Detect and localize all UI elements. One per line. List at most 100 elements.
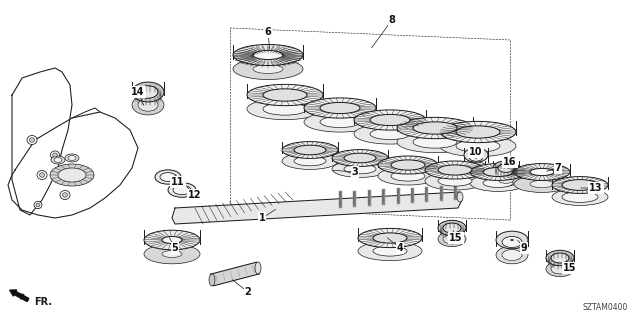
- Ellipse shape: [425, 172, 485, 190]
- Ellipse shape: [443, 223, 461, 233]
- Ellipse shape: [247, 98, 323, 120]
- Ellipse shape: [391, 160, 425, 170]
- Ellipse shape: [29, 138, 35, 142]
- Text: FR.: FR.: [34, 297, 52, 307]
- Ellipse shape: [65, 154, 79, 162]
- Ellipse shape: [514, 176, 570, 192]
- Ellipse shape: [474, 154, 477, 156]
- Ellipse shape: [370, 115, 410, 126]
- Ellipse shape: [378, 167, 438, 185]
- Ellipse shape: [320, 116, 360, 128]
- Ellipse shape: [546, 261, 574, 277]
- Polygon shape: [211, 262, 259, 286]
- Ellipse shape: [498, 175, 514, 183]
- Ellipse shape: [502, 250, 522, 260]
- Text: 10: 10: [469, 147, 483, 157]
- Ellipse shape: [36, 203, 40, 207]
- Ellipse shape: [413, 122, 457, 134]
- Ellipse shape: [440, 135, 516, 157]
- Ellipse shape: [483, 179, 513, 188]
- Ellipse shape: [354, 124, 426, 144]
- Ellipse shape: [68, 156, 76, 161]
- Ellipse shape: [34, 201, 42, 209]
- Ellipse shape: [344, 164, 376, 174]
- Text: 14: 14: [131, 87, 145, 97]
- Ellipse shape: [320, 102, 360, 114]
- Ellipse shape: [469, 153, 483, 161]
- Ellipse shape: [155, 170, 181, 184]
- Ellipse shape: [551, 264, 569, 274]
- Ellipse shape: [253, 51, 283, 60]
- Ellipse shape: [562, 192, 598, 203]
- Text: 5: 5: [172, 243, 179, 253]
- Ellipse shape: [358, 241, 422, 260]
- Ellipse shape: [378, 156, 438, 174]
- Ellipse shape: [358, 228, 422, 248]
- Text: 16: 16: [503, 157, 516, 167]
- Ellipse shape: [498, 164, 514, 172]
- Ellipse shape: [438, 165, 472, 175]
- Ellipse shape: [496, 246, 528, 264]
- Ellipse shape: [546, 250, 574, 266]
- Ellipse shape: [397, 132, 473, 153]
- Ellipse shape: [456, 126, 500, 138]
- Ellipse shape: [233, 59, 303, 79]
- Ellipse shape: [144, 244, 200, 264]
- Ellipse shape: [138, 86, 158, 98]
- Ellipse shape: [552, 177, 608, 193]
- Ellipse shape: [530, 168, 554, 176]
- Ellipse shape: [457, 192, 463, 202]
- Ellipse shape: [530, 180, 554, 188]
- Ellipse shape: [391, 171, 425, 181]
- Ellipse shape: [562, 180, 598, 190]
- Ellipse shape: [511, 239, 513, 241]
- Ellipse shape: [233, 44, 303, 66]
- Ellipse shape: [464, 162, 488, 176]
- Ellipse shape: [173, 185, 191, 195]
- Ellipse shape: [37, 171, 47, 180]
- Ellipse shape: [54, 157, 62, 163]
- Ellipse shape: [51, 151, 60, 159]
- Polygon shape: [172, 192, 462, 224]
- Text: 15: 15: [563, 263, 577, 273]
- Ellipse shape: [456, 140, 500, 152]
- Ellipse shape: [247, 84, 323, 106]
- Ellipse shape: [282, 141, 338, 158]
- Ellipse shape: [132, 82, 164, 102]
- Text: 12: 12: [188, 190, 202, 200]
- Text: 13: 13: [589, 183, 603, 193]
- Ellipse shape: [263, 89, 307, 101]
- Ellipse shape: [282, 153, 338, 169]
- Text: 9: 9: [520, 243, 527, 253]
- Ellipse shape: [438, 231, 466, 247]
- Text: 11: 11: [172, 177, 185, 187]
- Ellipse shape: [496, 231, 528, 249]
- Ellipse shape: [27, 135, 37, 145]
- Ellipse shape: [332, 150, 388, 166]
- Ellipse shape: [144, 230, 200, 250]
- Ellipse shape: [162, 236, 182, 244]
- Ellipse shape: [132, 95, 164, 115]
- FancyArrow shape: [10, 290, 29, 301]
- Text: 4: 4: [397, 243, 403, 253]
- Ellipse shape: [483, 167, 513, 177]
- Ellipse shape: [493, 161, 519, 175]
- Ellipse shape: [397, 117, 473, 139]
- Ellipse shape: [469, 165, 483, 173]
- Ellipse shape: [332, 161, 388, 177]
- Ellipse shape: [209, 274, 215, 286]
- Ellipse shape: [438, 220, 466, 236]
- Ellipse shape: [413, 136, 457, 148]
- Text: 6: 6: [264, 27, 271, 37]
- Ellipse shape: [51, 156, 65, 164]
- Ellipse shape: [443, 234, 461, 244]
- Ellipse shape: [464, 148, 488, 162]
- Ellipse shape: [304, 112, 376, 132]
- Ellipse shape: [373, 246, 407, 256]
- Text: 1: 1: [259, 213, 266, 223]
- Ellipse shape: [60, 190, 70, 199]
- Ellipse shape: [52, 153, 57, 157]
- Ellipse shape: [162, 251, 182, 258]
- Ellipse shape: [263, 103, 307, 115]
- Ellipse shape: [470, 164, 526, 180]
